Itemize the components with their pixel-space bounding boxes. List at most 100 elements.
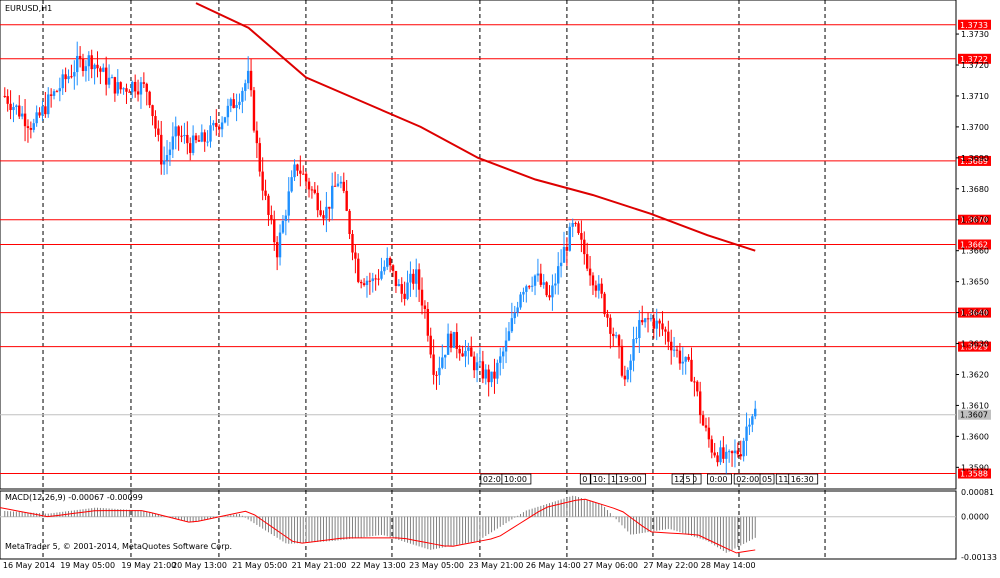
candle-body xyxy=(751,416,754,425)
candle-body xyxy=(591,275,595,286)
macd-signal-line xyxy=(0,498,756,554)
candle-body xyxy=(417,269,421,290)
candle-body xyxy=(215,122,218,127)
candle-body xyxy=(620,345,624,376)
candle-body xyxy=(49,94,53,96)
candle-body xyxy=(58,88,62,92)
candle-body xyxy=(696,381,699,392)
candle-body xyxy=(35,112,38,124)
candle-body xyxy=(241,90,244,102)
candle-body xyxy=(67,76,70,80)
candle-body xyxy=(742,440,745,457)
event-marker-label: 0 xyxy=(582,475,587,484)
horizontal-level-lines[interactable] xyxy=(0,24,956,475)
candle-body xyxy=(580,233,583,240)
candle-body xyxy=(530,285,534,287)
candle-body xyxy=(632,339,635,361)
candle-body xyxy=(246,70,250,84)
candle-body xyxy=(107,77,111,85)
candle-body xyxy=(444,354,447,358)
candle-body xyxy=(415,269,418,284)
moving-average-line xyxy=(195,2,756,252)
candle-body xyxy=(710,439,713,453)
candle-body xyxy=(562,246,566,263)
candle-body xyxy=(423,305,427,309)
candle-body xyxy=(612,333,615,337)
candle-body xyxy=(133,81,137,92)
candle-body xyxy=(284,215,288,221)
candle-body xyxy=(429,335,432,355)
time-tick-label: 16 May 2014 xyxy=(3,561,55,570)
event-marker-box xyxy=(501,473,532,485)
candle-body xyxy=(232,99,235,108)
candle-body xyxy=(614,335,618,337)
candle-body xyxy=(609,317,612,334)
price-tick-label: 1.3710 xyxy=(961,92,989,101)
event-marker-label: 10:00 xyxy=(504,475,527,484)
event-marker-box xyxy=(759,473,775,485)
candle-body xyxy=(594,285,598,291)
current-price-label: 1.3607 xyxy=(960,411,988,420)
candle-body xyxy=(70,76,73,78)
candle-body xyxy=(55,91,59,93)
candle-body xyxy=(32,123,35,130)
candle-body xyxy=(528,286,531,288)
candle-body xyxy=(452,332,456,348)
candle-body xyxy=(493,371,496,379)
price-level-label: 1.3733 xyxy=(960,21,988,30)
candle-body xyxy=(287,191,290,216)
candle-body xyxy=(449,333,453,348)
candle-body xyxy=(194,135,198,141)
candle-body xyxy=(264,190,267,196)
candle-body xyxy=(238,101,241,105)
candle-body xyxy=(733,450,737,454)
candle-body xyxy=(348,210,351,235)
candle-body xyxy=(307,181,311,190)
candle-body xyxy=(220,122,224,130)
candle-body xyxy=(128,91,131,93)
candle-body xyxy=(122,88,125,90)
price-level-label: 1.3640 xyxy=(960,309,988,318)
candle-body xyxy=(78,55,82,59)
candle-body xyxy=(420,289,424,306)
price-tick-label: 1.3700 xyxy=(961,123,989,132)
candle-body xyxy=(386,258,389,267)
candle-body xyxy=(217,126,221,130)
candle-body xyxy=(519,294,522,308)
candle-body xyxy=(684,356,687,362)
time-tick-label: 26 May 14:00 xyxy=(526,561,581,570)
candle-body xyxy=(525,286,528,292)
candle-body xyxy=(649,318,653,320)
candle-body xyxy=(29,127,33,130)
candle-body xyxy=(90,55,93,70)
candle-body xyxy=(574,222,577,224)
candle-body xyxy=(388,258,392,266)
candle-body xyxy=(61,74,64,89)
candle-body xyxy=(148,91,151,106)
price-tick-label: 1.3660 xyxy=(961,247,989,256)
time-tick-label: 27 May 22:00 xyxy=(643,561,698,570)
candle-body xyxy=(600,283,603,294)
candle-body xyxy=(336,183,340,187)
candle-body xyxy=(446,333,450,355)
candle-body xyxy=(383,266,386,272)
candle-body xyxy=(455,332,458,349)
candle-body xyxy=(357,258,360,282)
candle-body xyxy=(507,331,511,341)
candle-body xyxy=(559,262,563,267)
candle-body xyxy=(635,338,638,340)
price-level-badge xyxy=(958,155,991,166)
time-tick-label: 20 May 13:00 xyxy=(172,561,227,570)
time-tick-label: 28 May 14:00 xyxy=(701,561,756,570)
candle-body xyxy=(154,116,157,129)
candle-body xyxy=(701,415,705,426)
candle-body xyxy=(261,171,264,191)
candle-body xyxy=(438,367,441,376)
event-markers[interactable]: 02:0010:00010:119:0012:0050:0002:0005111… xyxy=(480,473,819,485)
candle-body xyxy=(275,242,279,258)
candle-body xyxy=(557,266,560,284)
candle-body xyxy=(536,273,540,276)
